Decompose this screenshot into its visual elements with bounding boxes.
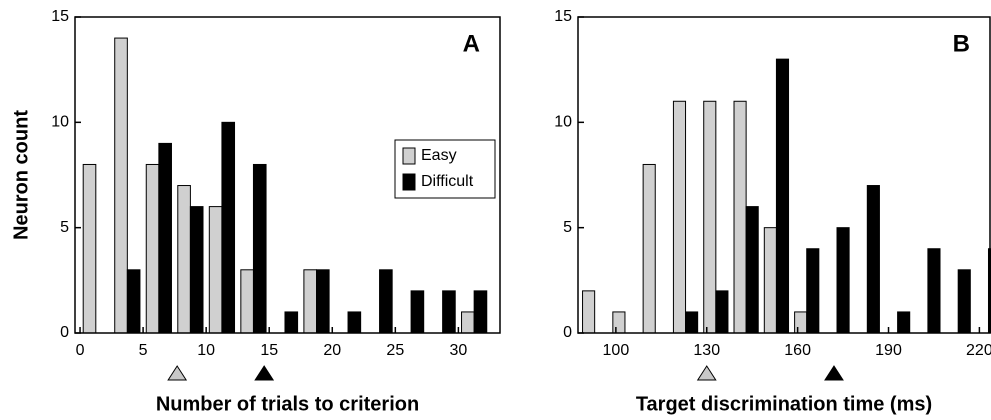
x-tick-label: 100 (603, 342, 630, 359)
plot-frame (577, 16, 991, 334)
x-tick-label: 25 (386, 342, 404, 359)
mean-marker (254, 365, 275, 381)
bar (126, 269, 141, 334)
bar (82, 163, 97, 334)
bar (806, 248, 820, 334)
bar (347, 311, 362, 334)
legend-swatch (402, 173, 416, 191)
bar (775, 58, 790, 334)
bar (794, 311, 808, 334)
bar (442, 290, 456, 334)
bar (208, 206, 223, 334)
legend-label: Difficult (421, 173, 474, 190)
y-axis-label: Neuron count (10, 110, 32, 240)
bar (957, 269, 971, 334)
x-tick-label: 0 (76, 342, 85, 359)
bar (189, 206, 204, 334)
bar (672, 100, 687, 334)
x-tick-label: 220 (966, 342, 991, 359)
y-tick-label: 0 (563, 324, 572, 341)
bar (221, 121, 236, 334)
x-tick-label: 20 (323, 342, 341, 359)
y-tick-label: 0 (60, 324, 69, 341)
y-tick-label: 15 (554, 8, 572, 25)
panel-label: B (953, 30, 970, 57)
bar (612, 311, 626, 334)
bar (145, 163, 160, 334)
plot-frame (74, 16, 501, 334)
x-tick-label: 10 (197, 342, 215, 359)
bar (685, 311, 699, 334)
bar (866, 185, 880, 334)
bar (897, 311, 911, 334)
x-tick-label: 190 (875, 342, 902, 359)
bar (927, 248, 941, 334)
legend-swatch (402, 147, 416, 165)
x-axis-label: Target discrimination time (ms) (636, 393, 932, 415)
y-tick-label: 10 (51, 114, 69, 131)
y-tick-label: 5 (563, 219, 572, 236)
mean-marker (824, 365, 844, 381)
bar (284, 311, 299, 334)
bar (316, 269, 330, 334)
bar (379, 269, 393, 334)
y-tick-label: 10 (554, 114, 572, 131)
bar (836, 227, 850, 334)
x-tick-label: 160 (784, 342, 811, 359)
bar (177, 185, 191, 334)
bar (252, 163, 267, 334)
bar (745, 206, 759, 334)
bar (715, 290, 729, 334)
bar (114, 37, 128, 334)
bar (473, 290, 488, 334)
bar (240, 269, 254, 334)
y-tick-label: 15 (51, 8, 69, 25)
bar (582, 290, 596, 334)
mean-marker (696, 365, 717, 381)
y-tick-label: 5 (60, 219, 69, 236)
x-axis-label: Number of trials to criterion (156, 393, 419, 415)
legend-label: Easy (421, 147, 457, 164)
bar (763, 227, 777, 334)
bar (410, 290, 425, 334)
bar (733, 100, 747, 334)
mean-marker (167, 365, 188, 381)
x-tick-label: 130 (693, 342, 720, 359)
bar (158, 142, 172, 334)
bar (461, 311, 475, 334)
x-tick-label: 5 (139, 342, 148, 359)
panel-label: A (463, 30, 480, 57)
bar (703, 100, 717, 334)
bar (303, 269, 318, 334)
bar (642, 163, 656, 334)
x-tick-label: 15 (260, 342, 278, 359)
x-tick-label: 30 (449, 342, 467, 359)
